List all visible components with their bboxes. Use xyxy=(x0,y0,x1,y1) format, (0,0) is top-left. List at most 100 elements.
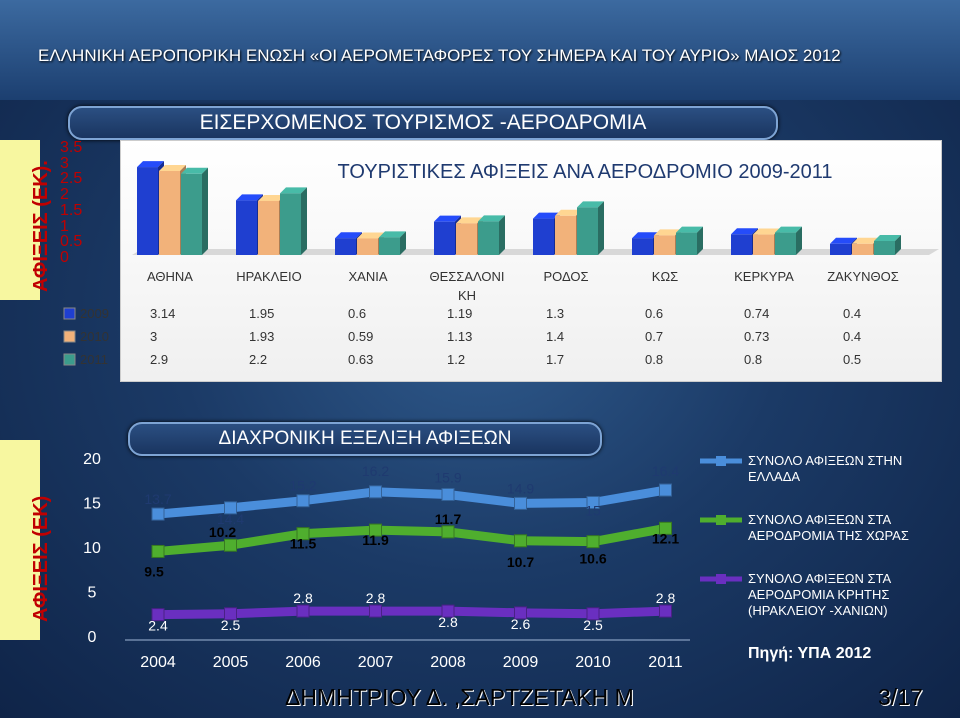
data-label: 13.7 xyxy=(144,491,171,507)
data-point xyxy=(586,496,600,509)
bottom-xtick-label: 2005 xyxy=(213,654,249,671)
table-cell: 1.93 xyxy=(249,329,274,344)
table-cell: 0.73 xyxy=(744,329,769,344)
top-ytick-label: 2 xyxy=(60,186,69,204)
data-point xyxy=(514,534,527,548)
data-point xyxy=(224,501,237,515)
bottom-xtick-label: 2004 xyxy=(140,654,176,671)
top-category-label: ΡΟΔΟΣ xyxy=(543,269,588,284)
table-cell: 0.4 xyxy=(843,306,861,321)
data-point xyxy=(441,604,455,618)
bar-2011-2 xyxy=(379,231,406,255)
data-label: 11.9 xyxy=(362,532,389,548)
data-label: 16.4 xyxy=(652,463,679,479)
bottom-xtick-label: 2006 xyxy=(285,654,321,671)
data-label: 15 xyxy=(585,503,601,519)
top-ytick-label: 1.5 xyxy=(60,201,83,219)
top-chart-panel xyxy=(120,140,942,382)
legend-entry-2: ΣΥΝΟΛΟ ΑΦΙΞΕΩΝ ΣΤΑ ΑΕΡΟΔΡΟΜΙΑ ΚΡΗΤΗΣ (ΗΡ… xyxy=(748,571,891,618)
data-label: 2.8 xyxy=(366,590,386,606)
bar-2011-1 xyxy=(280,187,307,255)
data-label: 2.6 xyxy=(511,616,531,632)
top-ytick-label: 3 xyxy=(60,154,69,172)
table-cell: 0.8 xyxy=(645,352,663,367)
data-label: 2.4 xyxy=(148,618,168,634)
table-cell: 0.6 xyxy=(348,306,366,321)
data-label: 16.2 xyxy=(362,463,389,479)
table-cell: 2.9 xyxy=(150,352,168,367)
top-category-label: ΚΗ xyxy=(458,288,476,303)
line-series-0: 13.7 14.4 15.2 16.2 15.9 14.9 15 16.4 xyxy=(144,463,679,527)
data-label: 11.5 xyxy=(290,536,317,552)
top-category-label: ΑΘΗΝΑ xyxy=(147,269,193,284)
data-label: 10.2 xyxy=(209,524,236,540)
data-label: 14.4 xyxy=(217,511,244,527)
bottom-ytick-label: 10 xyxy=(83,540,101,557)
section-title: ΕΙΣΕΡΧΟΜΕΝΟΣ ΤΟΥΡΙΣΜΟΣ -ΑΕΡΟΔΡΟΜΙΑ xyxy=(68,106,778,140)
table-cell: 1.13 xyxy=(447,329,472,344)
bottom-xtick-label: 2009 xyxy=(503,654,539,671)
top-category-label: ΖΑΚΥΝΘΟΣ xyxy=(827,269,899,284)
legend-label: 2009 xyxy=(80,306,109,321)
table-row-2010: 2010 3 1.93 0.59 1.13 1.4 0.7 0.73 0.4 xyxy=(63,329,861,344)
bar-2011-7 xyxy=(874,235,901,255)
data-point xyxy=(151,608,165,622)
data-label: 2.8 xyxy=(656,590,676,606)
table-cell: 1.4 xyxy=(546,329,564,344)
bar-2011-4 xyxy=(577,201,604,255)
legend-marker xyxy=(716,574,726,584)
table-cell: 0.6 xyxy=(645,306,663,321)
table-cell: 1.19 xyxy=(447,306,472,321)
data-label: 10.7 xyxy=(507,554,534,570)
data-point xyxy=(369,604,382,618)
data-point xyxy=(224,607,237,621)
table-cell: 0.59 xyxy=(348,329,373,344)
line-series-2: 2.4 2.5 2.8 2.8 2.8 2.6 2.5 2.8 xyxy=(148,590,675,634)
bottom-ylabel-strip xyxy=(0,440,40,640)
table-cell: 1.2 xyxy=(447,352,465,367)
table-cell: 3 xyxy=(150,329,157,344)
top-category-label: ΗΡΑΚΛΕΙΟ xyxy=(236,269,302,284)
header-title: ΕΛΛΗΝΙΚΗ ΑΕΡΟΠΟΡΙΚΗ ΕΝΩΣΗ «ΟΙ ΑΕΡΟΜΕΤΑΦΟ… xyxy=(38,46,841,65)
bar-2011-0 xyxy=(181,167,208,255)
table-row-2011: 2011 2.9 2.2 0.63 1.2 1.7 0.8 0.8 0.5 xyxy=(63,352,861,367)
data-point xyxy=(369,523,382,537)
data-point xyxy=(659,604,672,618)
table-cell: 2.2 xyxy=(249,352,267,367)
data-point xyxy=(369,485,382,499)
bottom-xtick-label: 2011 xyxy=(648,654,683,671)
header-bar xyxy=(0,0,960,100)
bar-2011-6 xyxy=(775,226,802,255)
page-number: 3/17 xyxy=(878,684,923,710)
top-category-label: ΧΑΝΙΑ xyxy=(348,269,387,284)
top-chart: ΑΘΗΝΑ ΗΡΑΚΛΕΙΟ ΧΑΝΙΑ ΘΕΣΣΑΛΟΝΙ ΚΗ ΡΟΔΟΣ ΚΩΣ ΚΕΡ… xyxy=(63,161,939,367)
table-cell: 1.7 xyxy=(546,352,564,367)
top-ytick-label: 0 xyxy=(60,249,69,266)
bar-2010-3 xyxy=(456,217,483,255)
table-cell: 1.95 xyxy=(249,306,274,321)
data-point xyxy=(514,496,527,510)
data-label: 14.9 xyxy=(507,480,534,496)
data-label: 15.2 xyxy=(289,478,316,494)
data-point xyxy=(296,494,310,508)
table-cell: 0.4 xyxy=(843,329,861,344)
series-line xyxy=(157,485,667,519)
footer-author: ΔΗΜΗΤΡΙΟΥ Δ. ,ΣΑΡΤΖΕΤΑΚΗ Μ xyxy=(285,684,634,710)
legend-marker xyxy=(716,456,726,466)
data-point xyxy=(441,525,455,539)
bottom-ytick-label: 20 xyxy=(83,451,101,468)
data-point xyxy=(224,538,237,552)
data-point xyxy=(659,483,672,497)
data-label: 11.7 xyxy=(435,511,462,527)
bottom-chart-title-text: ΔΙΑΧΡΟΝΙΚΗ ΕΞΕΛΙΞΗ ΑΦΙΞΕΩΝ xyxy=(218,428,512,449)
table-cell: 1.3 xyxy=(546,306,564,321)
bar-2011-5 xyxy=(676,226,703,255)
data-point xyxy=(586,607,600,621)
top-category-label: ΘΕΣΣΑΛΟΝΙ xyxy=(429,269,504,284)
bottom-xtick-label: 2010 xyxy=(575,654,611,671)
data-label: 10.6 xyxy=(579,551,606,567)
data-point xyxy=(296,527,310,541)
series-line xyxy=(157,523,667,556)
data-point xyxy=(151,507,165,521)
data-label: 2.5 xyxy=(583,617,603,633)
